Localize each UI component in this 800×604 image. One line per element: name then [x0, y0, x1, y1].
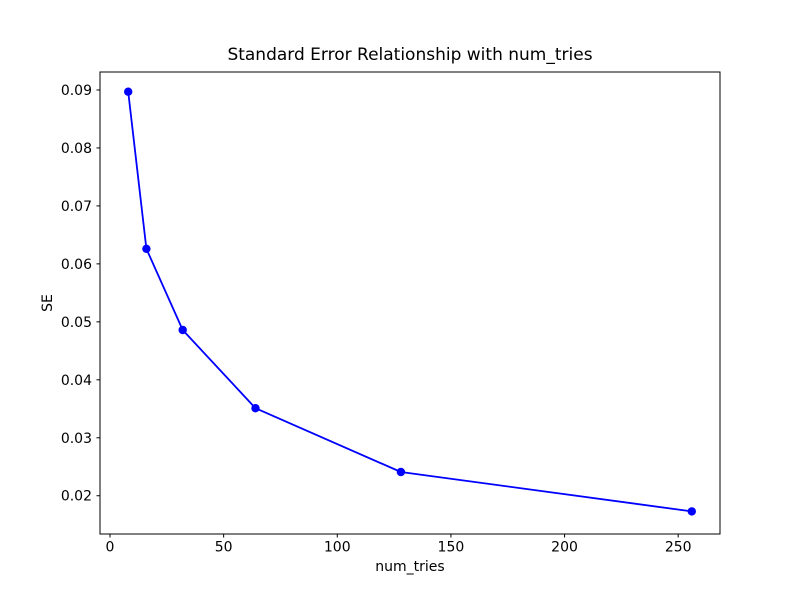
- data-point-marker: [142, 244, 151, 253]
- y-tick-label: 0.04: [61, 373, 92, 389]
- data-point-marker: [251, 404, 260, 413]
- se-line-series: [127, 91, 692, 513]
- y-axis-label: SE: [40, 294, 56, 312]
- axes-spines: [99, 71, 721, 535]
- plot-area: 0 50 100 150 200 250 0.02 0.03 0.04 0.05 0.06 0.07 0…: [61, 71, 721, 556]
- x-axis-label: num_tries: [375, 559, 444, 575]
- chart-title: Standard Error Relationship with num_tri…: [227, 45, 592, 65]
- data-point-marker: [396, 467, 406, 477]
- y-tick-label: 0.02: [61, 489, 92, 505]
- x-tick-label: 0: [106, 540, 115, 556]
- x-tick-label: 100: [324, 540, 351, 556]
- y-tick-label: 0.09: [61, 83, 92, 99]
- x-tick-label: 200: [551, 540, 578, 556]
- y-tick-label: 0.05: [61, 315, 92, 331]
- y-tick-label: 0.07: [61, 199, 92, 215]
- data-point-marker: [124, 87, 133, 96]
- x-tick-label: 50: [215, 540, 233, 556]
- x-tick-label: 250: [665, 540, 692, 556]
- x-tick-label: 150: [438, 540, 465, 556]
- y-tick-label: 0.06: [61, 257, 92, 273]
- y-tick-label: 0.08: [61, 141, 92, 157]
- data-point-marker: [687, 507, 696, 516]
- data-point-marker: [178, 325, 187, 335]
- y-tick-label: 0.03: [61, 431, 92, 447]
